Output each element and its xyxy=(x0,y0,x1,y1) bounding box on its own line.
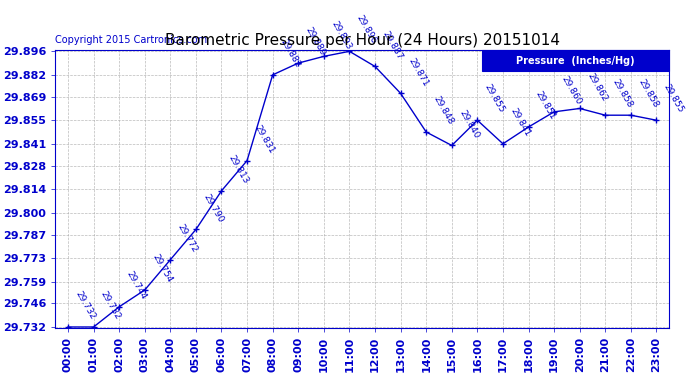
Text: 29.855: 29.855 xyxy=(483,83,506,115)
Text: 29.896: 29.896 xyxy=(355,14,379,46)
Text: 29.841: 29.841 xyxy=(509,106,532,138)
Text: 29.732: 29.732 xyxy=(74,290,97,321)
Title: Barometric Pressure per Hour (24 Hours) 20151014: Barometric Pressure per Hour (24 Hours) … xyxy=(165,33,560,48)
Text: 29.887: 29.887 xyxy=(381,29,404,61)
Text: 29.848: 29.848 xyxy=(432,95,455,126)
Text: 29.772: 29.772 xyxy=(176,222,199,254)
Text: 29.744: 29.744 xyxy=(125,270,148,301)
Text: 29.871: 29.871 xyxy=(406,56,430,88)
Text: 29.858: 29.858 xyxy=(636,78,660,110)
Text: 29.851: 29.851 xyxy=(534,90,558,122)
Text: 29.862: 29.862 xyxy=(585,71,609,103)
Bar xyxy=(482,51,669,71)
Text: 29.860: 29.860 xyxy=(560,75,583,106)
Text: 29.889: 29.889 xyxy=(304,26,327,57)
Text: 29.893: 29.893 xyxy=(329,19,353,51)
Text: 29.754: 29.754 xyxy=(150,253,174,285)
Text: 29.840: 29.840 xyxy=(457,108,481,140)
Text: 29.790: 29.790 xyxy=(201,192,225,224)
Text: 29.858: 29.858 xyxy=(611,78,634,110)
Text: 29.855: 29.855 xyxy=(662,83,686,115)
Text: 29.732: 29.732 xyxy=(99,290,123,321)
Text: Pressure  (Inches/Hg): Pressure (Inches/Hg) xyxy=(516,56,635,66)
Text: 29.831: 29.831 xyxy=(253,123,276,155)
Text: Copyright 2015 Cartronics.com: Copyright 2015 Cartronics.com xyxy=(55,35,207,45)
Text: 29.882: 29.882 xyxy=(278,38,302,69)
Text: 29.813: 29.813 xyxy=(227,153,250,185)
